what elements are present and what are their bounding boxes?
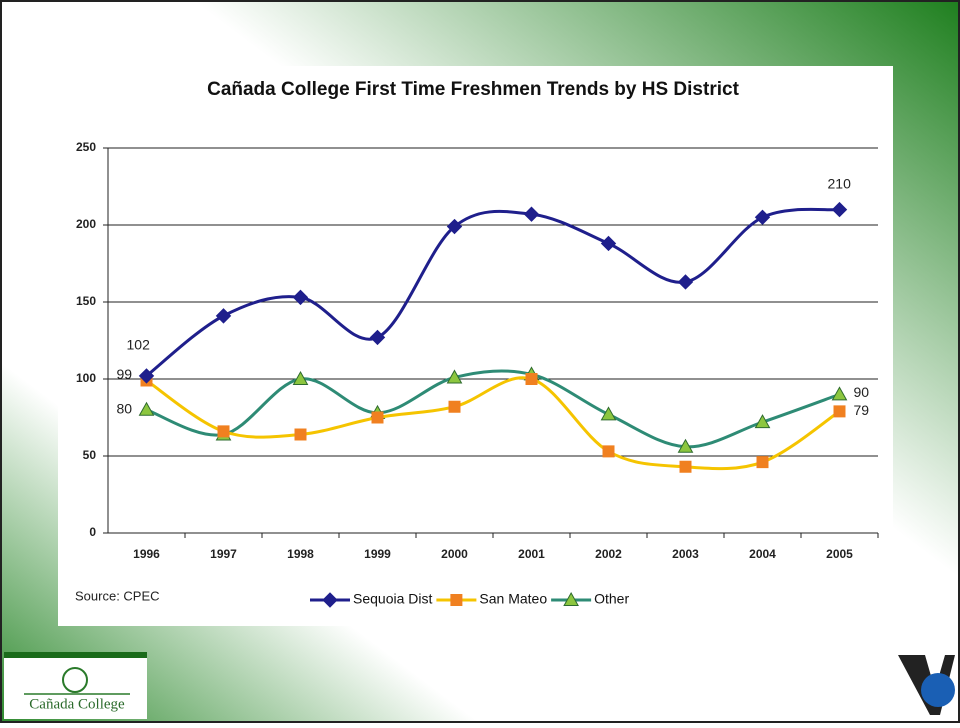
x-tick-label: 2002 — [595, 547, 622, 561]
plot: 0 50 100 150 200 250 1996 1997 1998 1999 2000 2001 2… — [76, 140, 879, 608]
data-point — [138, 368, 155, 384]
series-line — [145, 207, 840, 378]
legend-marker — [322, 592, 338, 608]
data-point — [677, 438, 694, 453]
data-point — [525, 373, 538, 385]
y-tick-label: 200 — [76, 217, 96, 231]
data-label: 90 — [854, 384, 870, 400]
data-label: 80 — [117, 401, 133, 417]
legend-marker — [450, 594, 463, 606]
legend-label: San Mateo — [479, 591, 547, 607]
data-label: 99 — [117, 366, 133, 382]
x-tick-label: 1998 — [287, 547, 314, 561]
legend-label: Other — [594, 591, 629, 607]
data-point — [138, 401, 155, 416]
x-tick-label: 2001 — [518, 547, 545, 561]
y-tick-label: 150 — [76, 294, 96, 308]
data-point — [292, 370, 309, 385]
x-tick-label: 1997 — [210, 547, 237, 561]
legend-label: Sequoia Dist — [353, 591, 432, 607]
data-point — [754, 414, 771, 429]
district-logo-g — [921, 673, 955, 707]
data-point — [600, 406, 617, 421]
data-point — [831, 201, 848, 218]
x-tick-label: 1999 — [364, 547, 391, 561]
data-point — [756, 456, 769, 469]
data-label: 210 — [828, 175, 852, 191]
data-point — [292, 289, 309, 306]
x-tick-label: 2003 — [672, 547, 699, 561]
data-point — [600, 235, 617, 252]
x-tick-label: 2000 — [441, 547, 468, 561]
data-point — [833, 405, 846, 418]
y-tick-label: 50 — [83, 448, 97, 462]
data-point — [369, 329, 386, 346]
series-line — [145, 376, 841, 471]
y-tick-label: 250 — [76, 140, 96, 154]
x-tick-label: 2004 — [749, 547, 776, 561]
logo-text: Cañada College — [29, 696, 125, 712]
data-point — [448, 400, 461, 413]
data-point — [602, 445, 615, 458]
y-tick-label: 100 — [76, 371, 96, 385]
logo-bar — [4, 652, 147, 658]
data-point — [446, 218, 463, 235]
y-tick-label: 0 — [89, 525, 96, 539]
legend-marker — [563, 591, 579, 606]
logo-tree — [62, 667, 88, 693]
data-point — [679, 460, 692, 473]
data-point — [831, 386, 848, 401]
data-point — [371, 411, 384, 424]
x-tick-label: 1996 — [133, 547, 160, 561]
data-point — [294, 428, 307, 441]
data-point — [215, 308, 232, 324]
logo-box — [4, 655, 147, 719]
data-point — [754, 209, 771, 226]
series-line — [145, 369, 841, 449]
x-tick-label: 2005 — [826, 547, 853, 561]
data-point — [446, 369, 463, 384]
chart-title: Cañada College First Time Freshmen Trend… — [207, 79, 739, 100]
source-note: Source: CPEC — [75, 588, 160, 603]
data-point — [523, 206, 540, 222]
data-label: 79 — [854, 402, 870, 418]
data-point — [677, 274, 694, 290]
data-point — [217, 425, 230, 438]
data-label: 102 — [127, 337, 151, 353]
